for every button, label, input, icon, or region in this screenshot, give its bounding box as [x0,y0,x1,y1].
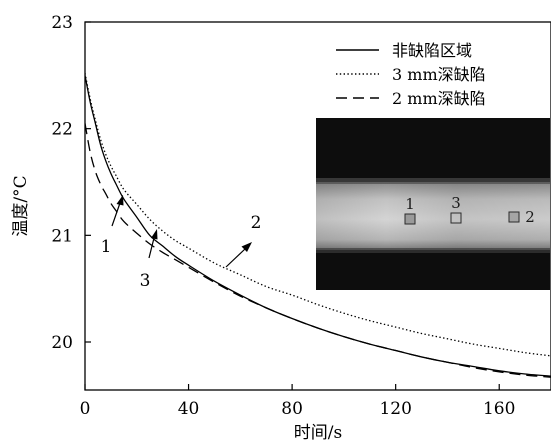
plot-frame [84,21,551,391]
inset-label-3: 3 [451,194,461,212]
y-tick-label: 22 [51,120,73,140]
inset-band-bottom-edge [316,248,550,253]
annotation-label-3: 3 [140,271,151,291]
x-axis-title: 时间/s [294,423,342,443]
annotation-arrow-2 [225,242,252,268]
inset-marker-2 [508,211,520,223]
legend-label-2mm: 2 mm深缺陷 [392,89,486,108]
inset-thermal-image: 1 3 2 [316,118,550,290]
inset-marker-1 [404,213,416,225]
y-tick-label: 20 [51,333,73,353]
series-layer [85,73,551,378]
legend-label-non-defect: 非缺陷区域 [392,41,472,60]
y-tick-label: 21 [51,226,73,246]
annotation-label-2: 2 [251,213,262,233]
y-tick-label: 23 [51,13,73,33]
series-line-non-defect [85,75,551,377]
y-axis-title: 温度/°C [11,175,31,236]
inset-label-1: 1 [405,195,415,213]
legend: 非缺陷区域 3 mm深缺陷 2 mm深缺陷 [336,41,486,108]
annotation-arrow-3 [148,229,158,259]
x-tick-label: 0 [80,399,91,419]
inset-marker-3 [450,212,462,224]
annotation-arrow-1 [111,195,124,227]
x-tick-label: 80 [281,399,303,419]
annotation-layer: 1 2 3 [101,195,262,291]
x-tick-label: 120 [379,399,411,419]
series-line-3mm [85,73,551,357]
annotation-label-1: 1 [101,237,112,257]
inset-label-2: 2 [525,208,535,226]
x-tick-label: 40 [178,399,200,419]
legend-label-3mm: 3 mm深缺陷 [392,65,486,84]
series-line-2mm [85,123,551,378]
x-tick-label: 160 [483,399,515,419]
inset-band-top-edge [316,178,550,184]
